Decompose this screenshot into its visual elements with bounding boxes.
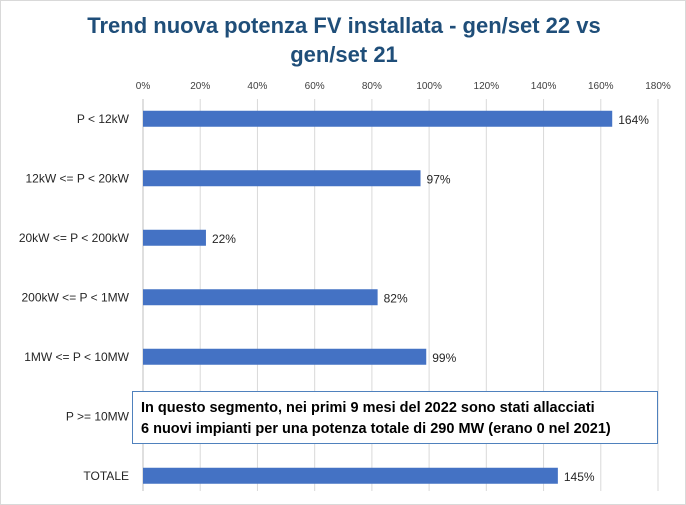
annotation-line-2: 6 nuovi impianti per una potenza totale … [141,421,611,437]
category-label: 200kW <= P < 1MW [22,290,130,304]
chart-title: Trend nuova potenza FV installata - gen/… [1,11,685,69]
data-label: 22% [212,232,236,246]
data-label: 99% [432,351,456,365]
data-label: 97% [427,172,451,186]
bar [143,229,206,246]
category-label: P >= 10MW [66,409,130,423]
bar [143,348,427,365]
bar [143,467,558,484]
x-tick-label: 20% [190,81,210,92]
x-tick-label: 140% [531,81,557,92]
data-label: 82% [384,291,408,305]
x-tick-label: 100% [416,81,442,92]
category-label: P < 12kW [77,112,130,126]
x-tick-label: 60% [305,81,325,92]
data-label: 164% [618,113,649,127]
chart-title-line-2: gen/set 21 [290,42,398,67]
x-tick-label: 160% [588,81,614,92]
category-label: 20kW <= P < 200kW [19,231,130,245]
bar [143,170,421,187]
x-tick-label: 80% [362,81,382,92]
chart-title-line-1: Trend nuova potenza FV installata - gen/… [87,13,601,38]
x-tick-label: 0% [136,81,151,92]
x-tick-label: 120% [474,81,500,92]
category-label: 12kW <= P < 20kW [26,171,130,185]
category-label: TOTALE [83,469,129,483]
annotation-line-1: In questo segmento, nei primi 9 mesi del… [141,400,595,416]
category-label: 1MW <= P < 10MW [24,350,129,364]
x-tick-label: 180% [645,81,671,92]
bar [143,110,613,127]
x-tick-label: 40% [247,81,267,92]
data-label: 145% [564,470,595,484]
bar [143,289,378,306]
annotation-box: In questo segmento, nei primi 9 mesi del… [132,391,658,444]
